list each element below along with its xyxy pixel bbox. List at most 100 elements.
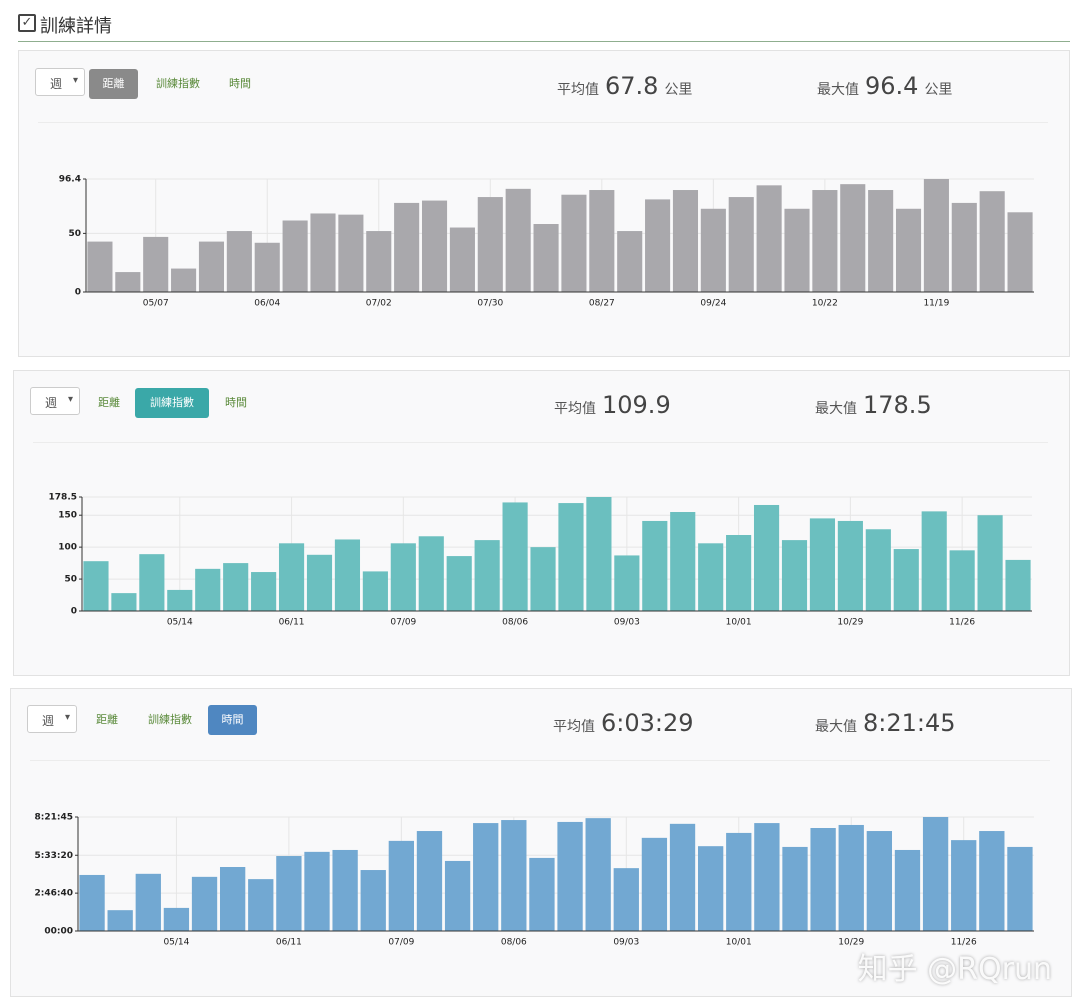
bar — [388, 840, 415, 931]
tab[interactable]: 訓練指數 — [148, 713, 192, 726]
bar — [310, 213, 336, 292]
bar — [139, 554, 165, 611]
bar — [895, 208, 922, 292]
divider — [18, 41, 1070, 42]
max-label: 最大值 — [815, 401, 857, 417]
bar — [87, 241, 113, 292]
tab[interactable]: 時間 — [225, 396, 247, 409]
bar — [195, 568, 221, 611]
bar — [781, 540, 808, 611]
bar — [617, 231, 643, 292]
period-select[interactable]: 週 — [27, 705, 77, 733]
bar — [1005, 559, 1031, 611]
bar — [1007, 212, 1033, 292]
x-tick-label: 11/26 — [949, 618, 975, 628]
bar — [589, 190, 615, 292]
x-tick-label: 10/29 — [837, 618, 863, 628]
bar — [444, 860, 471, 931]
bar — [223, 563, 249, 611]
bar — [558, 503, 584, 611]
avg-label: 平均值 — [554, 401, 596, 417]
panel — [10, 688, 1072, 997]
bar — [921, 511, 947, 611]
header-divider — [30, 760, 1050, 761]
tab[interactable]: 時間 — [229, 77, 251, 90]
max-stat: 最大值 8:21:45 — [815, 709, 956, 737]
bar — [669, 823, 696, 931]
bar — [505, 188, 531, 292]
bar — [304, 851, 330, 931]
bar — [191, 876, 218, 931]
bar — [198, 241, 225, 292]
avg: 6:03:29 — [601, 709, 694, 737]
bar — [219, 867, 246, 931]
x-tick-label: 05/14 — [167, 618, 193, 628]
bar — [754, 823, 780, 931]
avg: 109.9 — [602, 391, 671, 419]
x-tick-label: 05/07 — [143, 299, 169, 309]
avg: 67.8 — [605, 72, 659, 100]
bar — [645, 199, 671, 292]
panel — [13, 370, 1070, 676]
period-select[interactable]: 週 — [30, 387, 80, 415]
x-tick-label: 10/22 — [812, 299, 838, 309]
x-tick-label: 11/19 — [923, 299, 949, 309]
max: 178.5 — [863, 391, 932, 419]
x-tick-label: 07/09 — [388, 938, 414, 948]
max-stat: 最大值 96.4 公里 — [817, 72, 952, 100]
max-unit: 公里 — [924, 82, 953, 98]
avg-stat: 平均值 67.8 公里 — [557, 72, 692, 100]
y-tick-label: 2:46:40 — [34, 889, 73, 899]
bar — [868, 190, 894, 292]
bar — [167, 589, 193, 611]
bar — [865, 529, 891, 611]
tab[interactable]: 訓練指數 — [156, 77, 200, 90]
bar — [111, 593, 137, 611]
bar — [977, 515, 1003, 611]
bar — [784, 208, 810, 292]
watermark: 知乎 @RQrun — [857, 952, 1052, 987]
bar — [840, 184, 866, 292]
bar — [278, 543, 305, 611]
bar — [697, 846, 724, 931]
bar — [672, 190, 699, 292]
bar — [561, 194, 587, 292]
bar — [949, 550, 975, 611]
bar — [135, 873, 161, 931]
bar — [366, 231, 392, 292]
bar — [338, 214, 364, 292]
bar — [306, 554, 333, 611]
x-tick-label: 08/27 — [589, 299, 615, 309]
bar — [812, 190, 838, 292]
bar — [115, 272, 141, 292]
y-tick-label: 96.4 — [59, 175, 81, 185]
y-tick-label: 150 — [58, 511, 77, 521]
bar — [979, 831, 1005, 931]
bar — [838, 824, 864, 931]
x-tick-label: 10/01 — [726, 618, 752, 628]
period-select[interactable]: 週 — [35, 68, 85, 96]
y-tick-label: 0 — [75, 288, 81, 298]
y-tick-label: 50 — [64, 575, 77, 585]
tab[interactable]: 距離 — [96, 713, 118, 726]
bar — [641, 837, 668, 931]
active-tab[interactable]: 時間 — [208, 705, 257, 735]
tab[interactable]: 距離 — [98, 396, 120, 409]
active-tab[interactable]: 訓練指數 — [135, 388, 209, 418]
bar — [642, 520, 668, 611]
bar — [670, 512, 696, 611]
avg-unit: 公里 — [664, 82, 693, 98]
bar — [698, 543, 724, 611]
active-tab[interactable]: 距離 — [89, 69, 138, 99]
bar — [360, 870, 386, 931]
bar — [585, 818, 611, 931]
bar — [394, 202, 420, 292]
x-tick-label: 11/26 — [951, 938, 977, 948]
x-tick-label: 10/29 — [838, 938, 864, 948]
bar — [613, 868, 639, 931]
bar — [254, 242, 280, 292]
max-stat: 最大值 178.5 — [815, 391, 932, 419]
bar — [79, 874, 105, 931]
